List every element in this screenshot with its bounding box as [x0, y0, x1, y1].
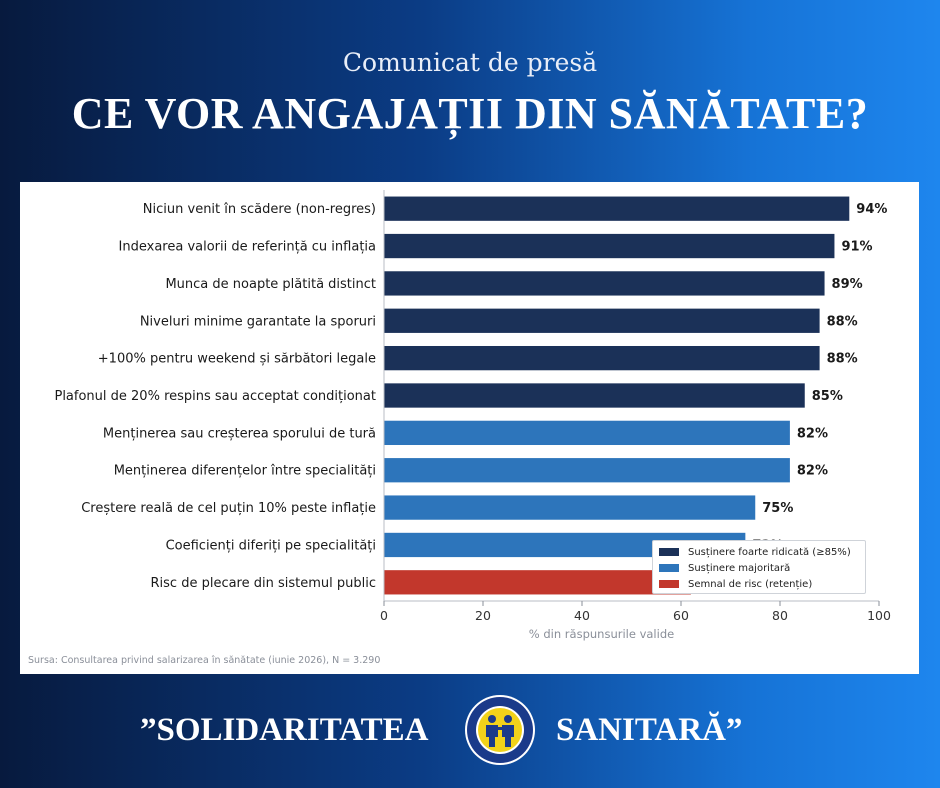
bar-4 [384, 308, 820, 333]
x-tick-label-60: 60 [673, 608, 689, 623]
category-label-8: Menținerea diferențelor între specialită… [114, 464, 376, 479]
legend-label-majority: Susținere majoritară [688, 562, 791, 574]
value-label-4: 88% [827, 314, 858, 329]
category-label-6: Plafonul de 20% respins sau acceptat con… [54, 389, 376, 404]
value-label-8: 82% [797, 464, 828, 479]
x-tick-label-40: 40 [574, 608, 590, 623]
value-label-3: 89% [832, 277, 863, 292]
category-label-4: Niveluri minime garantate la sporuri [140, 314, 376, 329]
bar-3 [384, 271, 825, 296]
category-label-1: Niciun venit în scădere (non-regres) [143, 202, 376, 217]
bar-9 [384, 495, 756, 520]
value-label-7: 82% [797, 426, 828, 441]
bar-11 [384, 570, 691, 595]
legend-swatch-risk [659, 580, 679, 588]
value-label-5: 88% [827, 352, 858, 367]
legend-item-majority: Susținere majoritară [659, 560, 865, 576]
category-label-3: Munca de noapte plătită distinct [165, 277, 376, 292]
bar-2 [384, 233, 835, 259]
x-tick-label-20: 20 [475, 608, 491, 623]
page-title: CE VOR ANGAJAȚII DIN SĂNĂTATE? [71, 89, 869, 138]
category-label-9: Creștere reală de cel puțin 10% peste in… [81, 501, 376, 516]
press-release-label: Comunicat de presă [342, 48, 598, 77]
chart-legend: Susținere foarte ridicată (≥85%) Susține… [652, 540, 866, 594]
value-label-1: 94% [856, 202, 887, 217]
bar-5 [384, 345, 820, 371]
x-axis-title: % din răspunsurile valide [529, 627, 674, 641]
bar-chart: Niciun venit în scădere (non-regres) 94% I… [54, 190, 891, 641]
two-people-logo-icon [465, 695, 535, 765]
legend-item-very-high: Susținere foarte ridicată (≥85%) [659, 544, 865, 560]
legend-item-risk: Semnal de risc (retenție) [659, 576, 865, 592]
x-tick-label-0: 0 [380, 608, 388, 623]
value-label-9: 75% [762, 501, 793, 516]
bar-8 [384, 458, 790, 483]
x-tick-label-100: 100 [867, 608, 891, 623]
category-label-7: Menținerea sau creșterea sporului de tur… [103, 426, 376, 441]
category-label-2: Indexarea valorii de referință cu inflaț… [119, 240, 376, 255]
category-label-5: +100% pentru weekend și sărbători legale [98, 352, 376, 367]
value-label-2: 91% [841, 240, 872, 255]
category-label-10: Coeficienți diferiți pe specialități [166, 538, 376, 553]
legend-swatch-very-high [659, 548, 679, 556]
x-tick-label-80: 80 [772, 608, 788, 623]
bar-7 [384, 420, 790, 446]
chart-panel: Niciun venit în scădere (non-regres) 94% I… [20, 182, 919, 674]
value-label-6: 85% [812, 389, 843, 404]
category-label-11: Risc de plecare din sistemul public [151, 576, 377, 591]
legend-label-risk: Semnal de risc (retenție) [688, 578, 813, 590]
chart-source-note: Sursa: Consultarea privind salarizarea î… [28, 655, 381, 666]
footer-left-text: ”SOLIDARITATEA [140, 711, 429, 748]
legend-swatch-majority [659, 564, 679, 572]
bar-6 [384, 383, 805, 408]
legend-label-very-high: Susținere foarte ridicată (≥85%) [688, 546, 851, 558]
bar-1 [384, 196, 850, 221]
footer-right-text: SANITARĂ” [556, 711, 743, 748]
